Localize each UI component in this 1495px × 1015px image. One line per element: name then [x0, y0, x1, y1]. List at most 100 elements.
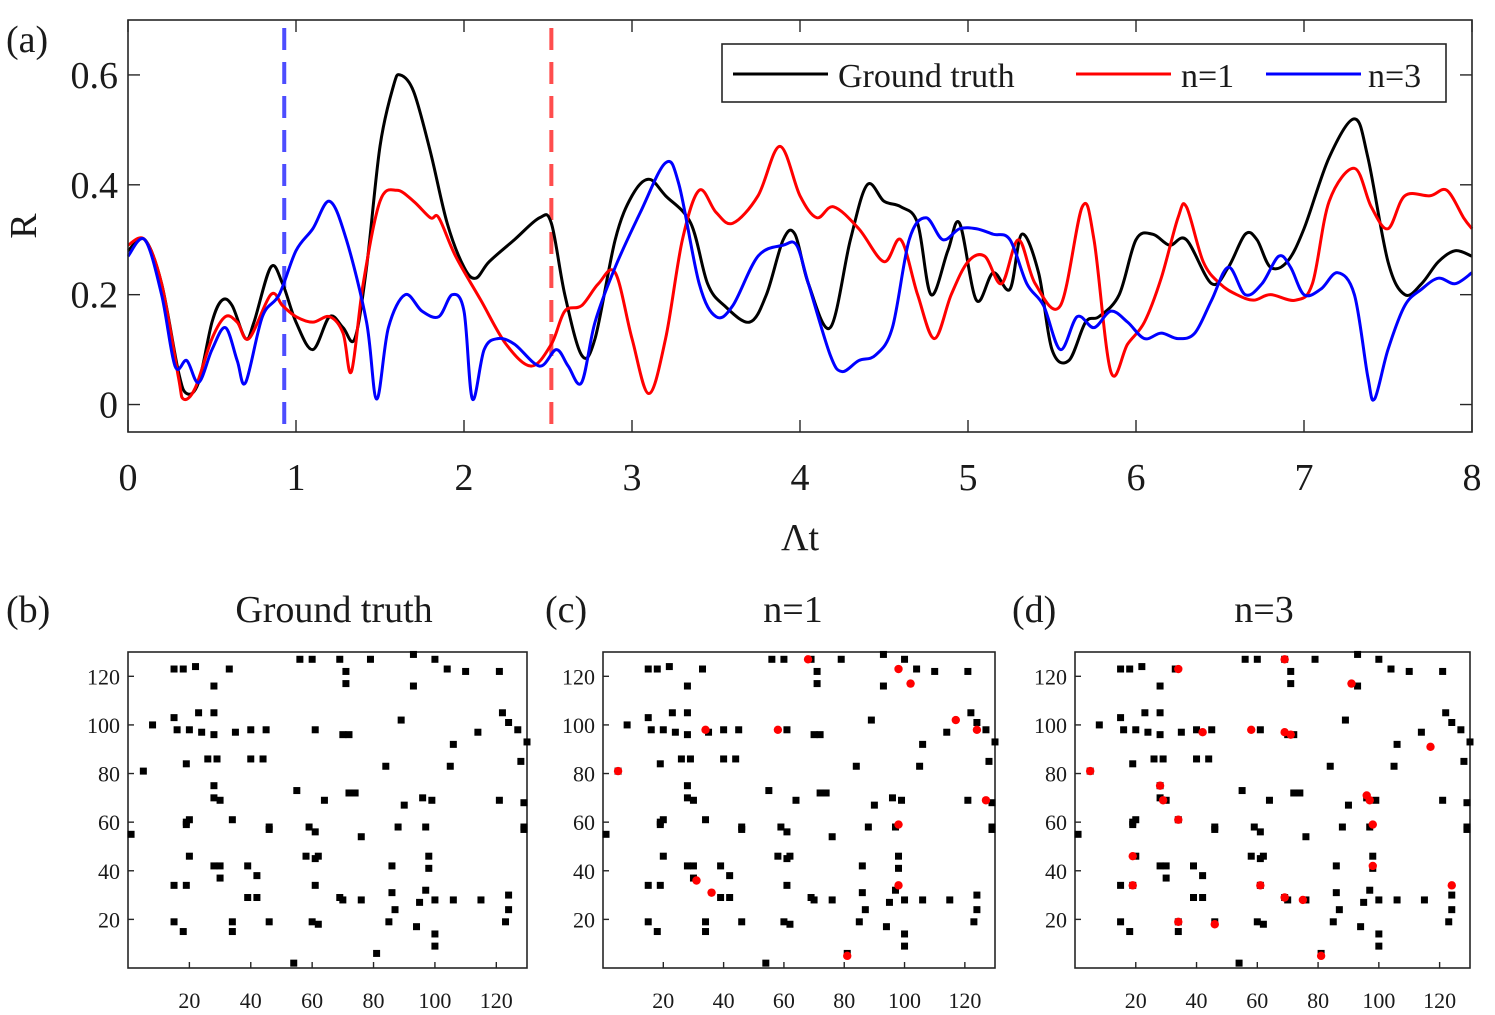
- site-marker: [858, 889, 866, 897]
- predicted-site-marker: [1174, 815, 1183, 824]
- site-marker: [738, 918, 746, 926]
- plot-frame: [1074, 651, 1471, 969]
- site-marker: [253, 894, 261, 902]
- site-marker: [228, 816, 236, 824]
- predicted-site-marker: [1426, 742, 1435, 751]
- site-marker: [446, 762, 454, 770]
- site-marker: [1117, 714, 1125, 722]
- site-marker: [1405, 667, 1413, 675]
- site-marker: [1120, 726, 1128, 734]
- site-marker: [837, 655, 845, 663]
- site-marker: [689, 862, 697, 870]
- site-marker: [686, 755, 694, 763]
- site-marker: [192, 663, 200, 671]
- site-marker: [783, 828, 791, 836]
- site-marker: [431, 942, 439, 950]
- series-line-2: [127, 144, 1474, 402]
- x-axis-label: Λt: [781, 517, 820, 559]
- y-tick-label: 120: [562, 664, 595, 689]
- x-tick-label: 7: [1295, 457, 1314, 499]
- predicted-site-marker: [894, 820, 903, 829]
- site-marker: [373, 949, 381, 957]
- site-marker: [879, 682, 887, 690]
- site-marker: [762, 959, 770, 967]
- site-marker: [659, 816, 667, 824]
- site-marker: [1253, 655, 1261, 663]
- x-tick-label: 100: [1362, 988, 1395, 1013]
- site-marker: [973, 718, 981, 726]
- site-marker: [339, 731, 347, 739]
- site-marker: [339, 896, 347, 904]
- predicted-site-marker: [894, 881, 903, 890]
- y-tick-label: 0.6: [71, 55, 119, 97]
- site-marker: [320, 796, 328, 804]
- site-marker: [786, 852, 794, 860]
- site-marker: [671, 728, 679, 736]
- site-marker: [985, 757, 993, 765]
- panel-a-line-chart: 0 1 2 3 4 5 6 7 8 0 0.2 0.4 0.6 Λt R (a) Ground truth n=1…: [3, 19, 1482, 559]
- site-marker: [1457, 726, 1465, 734]
- site-marker: [1326, 762, 1334, 770]
- site-marker: [351, 789, 359, 797]
- site-marker: [1138, 663, 1146, 671]
- site-marker: [1117, 881, 1125, 889]
- predicted-site-marker: [707, 888, 716, 897]
- panel-c-scatter-n1: (c) n=1 20 40 60 80 100 120 20 40 60 80 100 120: [545, 589, 999, 1013]
- legend-label-1: Ground truth: [838, 58, 1015, 95]
- site-marker: [623, 721, 631, 729]
- site-marker: [1287, 667, 1295, 675]
- predicted-site-marker: [1155, 781, 1165, 790]
- x-tick-label: 3: [623, 457, 642, 499]
- site-marker: [683, 862, 691, 870]
- x-tick-label: 40: [713, 988, 735, 1013]
- site-marker: [1369, 852, 1377, 860]
- x-tick-label: 20: [652, 988, 674, 1013]
- site-marker: [305, 823, 313, 831]
- panel-label: (a): [6, 19, 48, 61]
- x-tick-label: 120: [480, 988, 513, 1013]
- site-marker: [505, 906, 513, 914]
- site-marker: [474, 728, 482, 736]
- site-marker: [1095, 721, 1103, 729]
- site-marker: [810, 731, 818, 739]
- site-marker: [683, 782, 691, 790]
- site-marker: [213, 755, 221, 763]
- site-marker: [895, 852, 903, 860]
- x-tick-label: 5: [959, 457, 978, 499]
- site-marker: [659, 852, 667, 860]
- y-tick-label: 20: [573, 907, 595, 932]
- site-marker: [431, 896, 439, 904]
- site-marker: [265, 825, 273, 833]
- site-marker: [720, 726, 728, 734]
- site-marker: [885, 898, 893, 906]
- site-marker: [895, 864, 903, 872]
- site-marker: [644, 881, 652, 889]
- site-marker: [813, 680, 821, 688]
- site-marker: [991, 738, 999, 746]
- site-marker: [502, 918, 510, 926]
- site-marker: [1235, 959, 1243, 967]
- site-marker: [1463, 823, 1471, 831]
- x-tick-label: 40: [240, 988, 262, 1013]
- y-tick-label: 120: [1034, 664, 1067, 689]
- site-marker: [198, 728, 206, 736]
- site-marker: [792, 796, 800, 804]
- site-marker: [302, 852, 310, 860]
- site-marker: [1332, 862, 1340, 870]
- site-marker: [913, 665, 921, 673]
- x-tick-label: 80: [1307, 988, 1329, 1013]
- legend-label-2: n=1: [1181, 58, 1234, 95]
- y-axis-label: R: [3, 213, 45, 239]
- predicted-site-marker: [701, 725, 710, 734]
- site-marker: [683, 794, 691, 802]
- site-marker: [1205, 755, 1213, 763]
- site-marker: [668, 709, 676, 717]
- site-marker: [391, 906, 399, 914]
- site-marker: [720, 755, 728, 763]
- predicted-site-marker: [803, 655, 813, 664]
- site-marker: [431, 930, 439, 938]
- predicted-site-marker: [1128, 881, 1137, 890]
- predicted-site-marker: [972, 725, 982, 734]
- site-marker: [308, 918, 316, 926]
- site-marker: [431, 655, 439, 663]
